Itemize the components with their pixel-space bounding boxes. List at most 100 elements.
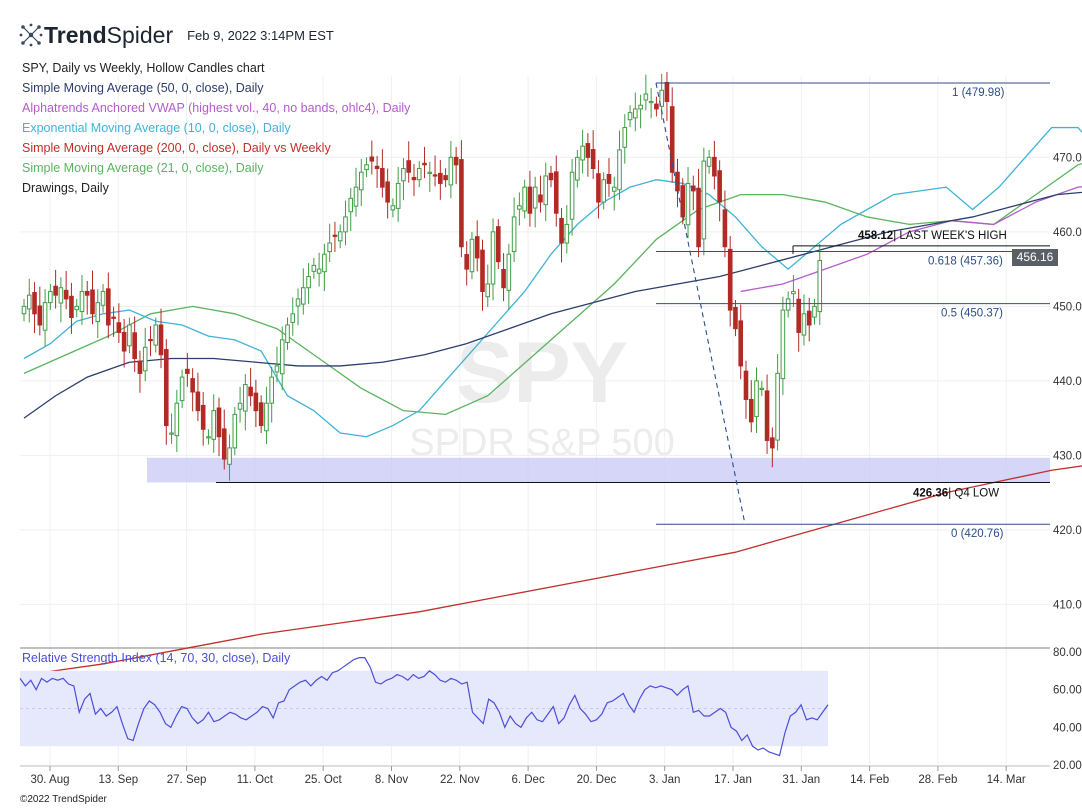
candle-body (169, 432, 174, 435)
candle-body (738, 320, 744, 367)
brand-name-light: Spider (106, 21, 174, 48)
price-tick-label: 470.00 (1053, 152, 1082, 164)
candle-body (438, 172, 443, 184)
candle-body (337, 231, 343, 242)
candle-body (590, 149, 596, 170)
candle-body (179, 376, 185, 402)
candle-body (453, 156, 459, 166)
candle-body (548, 172, 554, 181)
legend-entry[interactable]: SPY, Daily vs Weekly, Hollow Candles cha… (22, 61, 265, 75)
candle-body (258, 402, 264, 427)
time-axis[interactable]: 30. Aug 13. Sep 27. Sep 11. Oct 25. Oct 8. No… (30, 766, 1026, 786)
candle-body (364, 164, 369, 171)
candle-body (527, 186, 533, 214)
candle-body (501, 268, 506, 289)
price-tick-label: 430.00 (1053, 450, 1082, 462)
candle-body (422, 162, 427, 166)
candle-body (817, 259, 823, 313)
candle-body (264, 402, 269, 432)
legend-entry[interactable]: Simple Moving Average (21, 0, close), Da… (22, 161, 264, 175)
candle-body (269, 376, 274, 404)
legend-entry[interactable]: Drawings, Daily (22, 181, 109, 195)
candle-body (285, 324, 290, 343)
price-axis[interactable]: 470.00 460.00 450.00 440.00 430.00 420.00 410.… (1053, 152, 1082, 611)
candle-body (791, 290, 796, 295)
candle-body (116, 322, 122, 333)
time-tick-label: 8. Nov (375, 774, 408, 786)
candle-body (496, 226, 501, 263)
legend-entry[interactable]: Alphatrends Anchored VWAP (highest vol.,… (22, 101, 411, 115)
fib-level-label: 0 (420.76) (951, 528, 1004, 540)
time-tick-label: 6. Dec (511, 774, 544, 786)
rsi-tick-label: 80.00 (1053, 647, 1082, 659)
candle-body (327, 242, 332, 253)
time-tick-label: 3. Jan (649, 774, 680, 786)
time-tick-label: 17. Jan (714, 774, 752, 786)
copyright: ©2022 TrendSpider (20, 794, 107, 805)
sma-50-line (23, 191, 1082, 419)
candle-body (306, 276, 311, 289)
candle-body (680, 185, 686, 218)
timestamp: Feb 9, 2022 3:14PM EST (187, 27, 334, 43)
time-tick-label: 11. Oct (237, 774, 274, 786)
candle-body (416, 168, 422, 181)
price-tick-label: 420.00 (1053, 525, 1082, 537)
candle-body (200, 404, 206, 430)
support-zone (147, 457, 1050, 483)
price-tick-label: 440.00 (1053, 376, 1082, 388)
time-tick-label: 20. Dec (577, 774, 617, 786)
candle-body (148, 339, 153, 342)
candle-body (717, 170, 722, 203)
candle-body (780, 309, 786, 380)
price-tick-label: 460.00 (1053, 227, 1082, 239)
candle-body (216, 407, 222, 438)
candle-body (432, 174, 438, 177)
grid-lines (20, 76, 1050, 767)
candle-body (26, 294, 32, 310)
candle-body (58, 287, 64, 304)
candle-body (185, 368, 190, 374)
candle-body (74, 305, 80, 311)
candle-body (311, 264, 317, 272)
candle-body (121, 331, 127, 352)
candle-body (279, 339, 285, 375)
candle-body (748, 398, 754, 423)
candle-body (127, 324, 132, 347)
candle-body (464, 254, 469, 270)
candle-body (401, 168, 406, 182)
price-level-value: 426.36 (913, 487, 948, 499)
candle-body (611, 186, 617, 192)
candle-body (411, 176, 417, 181)
candle-body (211, 410, 217, 440)
legend-entry[interactable]: Simple Moving Average (200, 0, close), D… (22, 141, 331, 155)
legend-entry[interactable]: Simple Moving Average (50, 0, close), Da… (22, 81, 264, 95)
time-tick-label: 22. Nov (440, 774, 480, 786)
candle-body (37, 305, 43, 326)
candle-body (69, 295, 74, 319)
candle-body (696, 187, 701, 248)
legend-entry[interactable]: Exponential Moving Average (10, 0, close… (22, 121, 291, 135)
trendspider-logo-icon (19, 23, 43, 47)
candle-body (538, 194, 543, 203)
time-tick-label: 27. Sep (167, 774, 207, 786)
candle-body (664, 81, 670, 102)
watermark-ticker: SPY (456, 325, 628, 421)
candle-body (474, 236, 480, 259)
candle-body (190, 378, 195, 393)
rsi-tick-label: 60.00 (1053, 685, 1082, 697)
sma-200-line (50, 465, 1082, 673)
candle-body (374, 165, 380, 170)
candle-body (395, 182, 401, 209)
candle-body (90, 289, 95, 315)
candle-body (380, 168, 385, 188)
candle-body (701, 160, 707, 240)
time-tick-label: 31. Jan (782, 774, 820, 786)
candle-body (553, 171, 559, 214)
candle-body (543, 175, 549, 206)
candle-body (343, 216, 348, 233)
candle-body (237, 402, 243, 410)
candle-body (659, 89, 664, 107)
candle-body (690, 185, 696, 192)
candle-body (369, 156, 375, 162)
candle-body (743, 370, 749, 400)
